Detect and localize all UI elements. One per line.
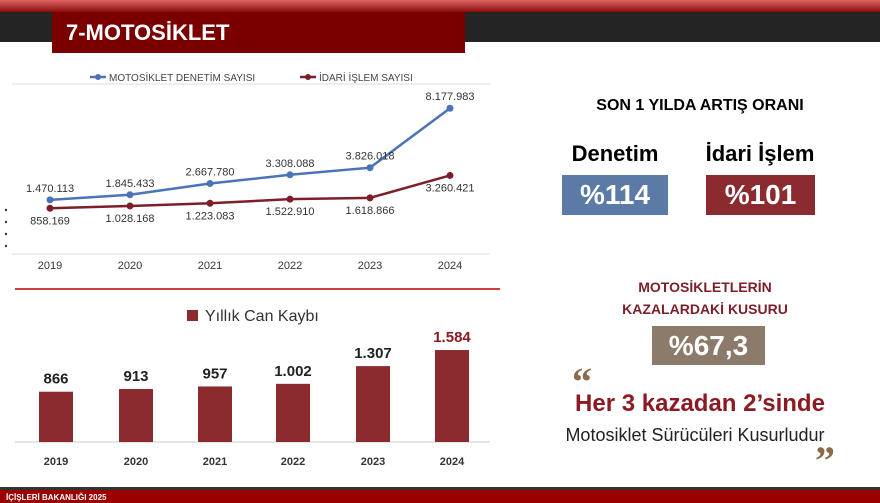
x-tick-label: 2021 — [203, 456, 227, 468]
decor-dot — [4, 220, 8, 224]
quote-main: Her 3 kazadan 2’sinde — [575, 390, 825, 417]
legend-swatch — [187, 310, 198, 321]
bar — [198, 386, 232, 442]
x-tick-label: 2022 — [281, 456, 305, 468]
decor-dot — [4, 232, 8, 236]
x-tick-label: 2023 — [358, 260, 382, 272]
denetim-label: Denetim — [571, 141, 659, 166]
data-label: 1.845.433 — [106, 178, 155, 190]
page-title: 7-MOTOSİKLET — [52, 12, 465, 53]
x-tick-label: 2020 — [118, 260, 142, 272]
legend-label: İDARİ İŞLEM SAYISI — [319, 71, 413, 84]
data-point — [366, 194, 374, 202]
bar-value-label: 1.002 — [274, 363, 312, 380]
data-label: 1.522.910 — [266, 206, 315, 218]
legend-label: Yıllık Can Kaybı — [205, 308, 319, 325]
fault-title-line1: MOTOSİKLETLERİN — [638, 279, 772, 295]
x-tick-label: 2021 — [198, 260, 222, 272]
fault-title-line2: KAZALARDAKİ KUSURU — [622, 301, 788, 317]
data-point — [286, 171, 294, 179]
data-point — [366, 164, 374, 172]
data-label: 8.177.983 — [426, 91, 475, 103]
decor-dot — [4, 208, 8, 212]
quote-close-icon: ” — [815, 438, 835, 483]
x-tick-label: 2020 — [124, 456, 148, 468]
increase-title: SON 1 YILDA ARTIŞ ORANI — [596, 97, 804, 114]
data-label: 1.470.113 — [26, 183, 74, 195]
bar-value-label: 957 — [202, 365, 227, 382]
fault-title: MOTOSİKLETLERİN KAZALARDAKİ KUSURU — [580, 276, 830, 320]
line-chart: MOTOSİKLET DENETİM SAYISI 1.470.113 1.845.… — [4, 71, 500, 290]
data-point — [46, 204, 54, 212]
x-tick-label: 2019 — [44, 456, 68, 468]
data-label: 1.618.866 — [346, 205, 395, 217]
idari-value-badge: %101 — [706, 175, 815, 215]
x-tick-label: 2019 — [38, 260, 62, 272]
series-line — [49, 174, 451, 210]
data-point — [446, 104, 454, 112]
bar — [119, 388, 153, 442]
x-tick-label: 2023 — [361, 456, 385, 468]
data-label: 858.169 — [30, 215, 70, 227]
bar-value-label: 866 — [43, 371, 68, 388]
footer: İÇİŞLERİ BAKANLIĞI 2025 — [0, 487, 880, 503]
data-point — [206, 180, 214, 188]
data-point — [126, 202, 134, 210]
quote-sub: Motosiklet Sürücüleri Kusurludur — [565, 425, 825, 445]
decor-dot — [4, 244, 8, 248]
top-band — [0, 0, 880, 12]
bar — [276, 383, 310, 442]
charts: MOTOSİKLET DENETİM SAYISI 1.470.113 1.845.… — [4, 71, 500, 468]
legend-marker — [95, 74, 101, 80]
data-label: 2.667.780 — [186, 167, 235, 179]
data-point — [286, 195, 294, 203]
x-tick-label: 2024 — [438, 260, 462, 272]
bar — [39, 391, 73, 442]
x-tick-label: 2022 — [278, 260, 302, 272]
denetim-value-badge: %114 — [562, 175, 668, 215]
data-point — [46, 196, 54, 204]
data-point — [126, 191, 134, 199]
idari-label: İdari İşlem — [705, 141, 815, 166]
bar-value-label: 1.584 — [433, 329, 471, 346]
bar — [435, 350, 469, 442]
bar-chart: Yıllık Can Kaybı 866 2019 913 2020 957 2021 1.0… — [15, 308, 490, 468]
data-point — [206, 199, 214, 207]
bar — [356, 366, 390, 442]
data-label: 1.223.083 — [186, 210, 235, 222]
data-point — [446, 171, 454, 179]
legend-marker — [305, 74, 311, 80]
data-label: 3.826.018 — [346, 151, 395, 163]
quote-open-icon: “ — [572, 359, 592, 404]
bar-value-label: 1.307 — [354, 345, 392, 362]
data-label: 1.028.168 — [106, 213, 155, 225]
data-label: 3.260.421 — [426, 182, 475, 194]
bar-value-label: 913 — [123, 368, 148, 385]
x-tick-label: 2024 — [440, 456, 465, 468]
series-line — [49, 107, 451, 202]
data-label: 3.308.088 — [266, 158, 315, 170]
fault-value-badge: %67,3 — [652, 326, 765, 365]
legend-label: MOTOSİKLET DENETİM SAYISI — [109, 71, 255, 84]
